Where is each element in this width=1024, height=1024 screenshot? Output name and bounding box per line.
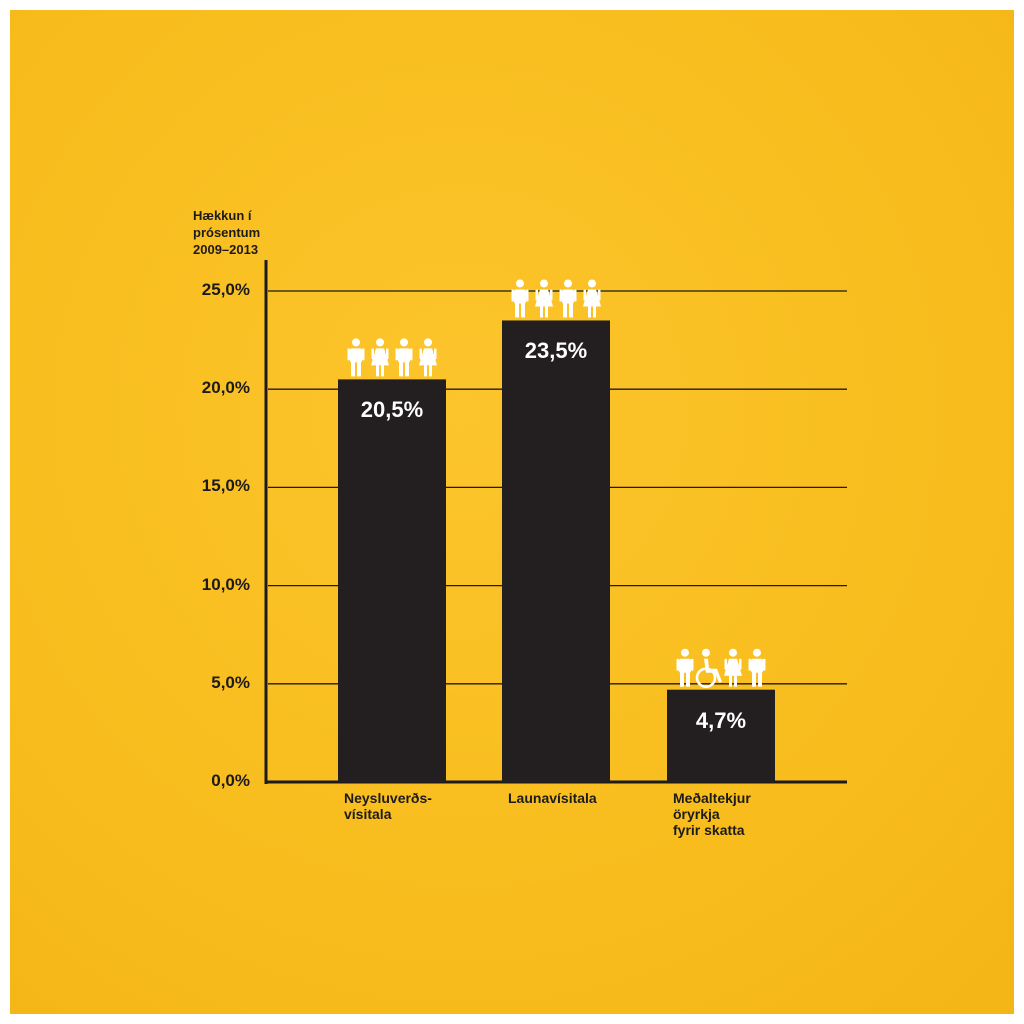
man-icon — [676, 648, 694, 687]
bar — [502, 320, 610, 782]
y-tick-label: 15,0% — [201, 476, 250, 496]
y-tick-label: 20,0% — [201, 378, 250, 398]
y-tick-label: 5,0% — [211, 672, 250, 692]
woman-icon — [535, 279, 553, 318]
bar — [338, 379, 446, 782]
man-icon — [347, 338, 365, 377]
woman-icon — [583, 279, 601, 318]
x-category-label: Meðaltekjur öryrkja fyrir skatta — [673, 790, 751, 838]
bar — [667, 689, 775, 782]
wheelchair-user-icon — [695, 648, 722, 688]
data-label: 4,7% — [695, 707, 747, 733]
man-icon — [559, 279, 577, 318]
woman-icon — [419, 338, 437, 377]
woman-icon — [724, 648, 742, 687]
x-category-label: Launavísitala — [508, 790, 597, 806]
data-label: 23,5% — [524, 338, 588, 364]
y-tick-label: 10,0% — [201, 574, 250, 594]
man-icon — [511, 279, 529, 318]
man-icon — [395, 338, 413, 377]
y-tick-label: 0,0% — [211, 771, 250, 790]
chart-canvas — [264, 260, 847, 784]
y-axis-title: Hækkun í prósentum 2009–2013 — [193, 208, 261, 257]
woman-icon — [371, 338, 389, 377]
data-label: 20,5% — [360, 397, 424, 423]
chart-poster: Hækkun í prósentum 2009–2013 0,0% 5,0% 10,… — [10, 10, 1014, 1014]
x-category-label: Neysluverðs- vísitala — [344, 790, 432, 822]
y-tick-label: 25,0% — [201, 280, 250, 299]
man-icon — [748, 648, 766, 687]
